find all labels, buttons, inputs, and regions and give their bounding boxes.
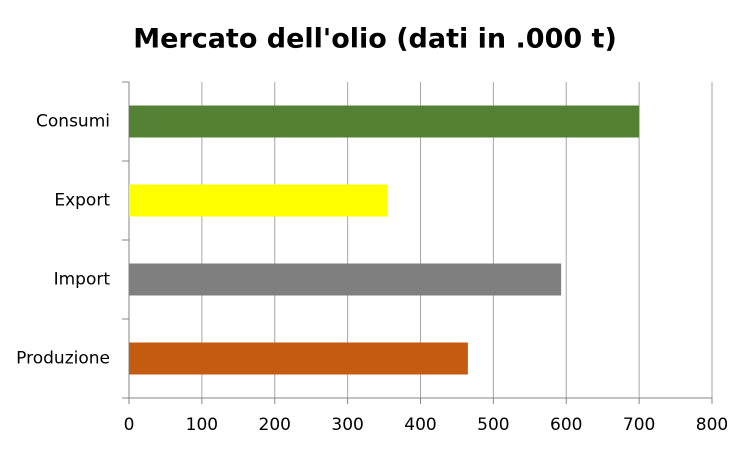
x-tick-label: 200 [259, 415, 291, 435]
bar [129, 342, 468, 375]
x-tick-label: 600 [550, 415, 582, 435]
y-tick-label: Produzione [16, 349, 110, 369]
bar [129, 184, 388, 217]
x-tick-label: 300 [331, 415, 363, 435]
chart-title: Mercato dell'olio (dati in .000 t) [133, 24, 617, 55]
x-tick-label: 0 [124, 415, 135, 435]
x-tick-label: 500 [477, 415, 509, 435]
bar [129, 105, 640, 138]
x-tick-label: 800 [696, 415, 728, 435]
y-tick-label: Consumi [36, 112, 110, 132]
x-tick-label: 100 [186, 415, 218, 435]
bar [129, 263, 562, 296]
y-tick-label: Import [54, 270, 111, 290]
x-tick-label: 700 [623, 415, 655, 435]
x-tick-label: 400 [404, 415, 436, 435]
y-tick-label: Export [54, 191, 110, 211]
